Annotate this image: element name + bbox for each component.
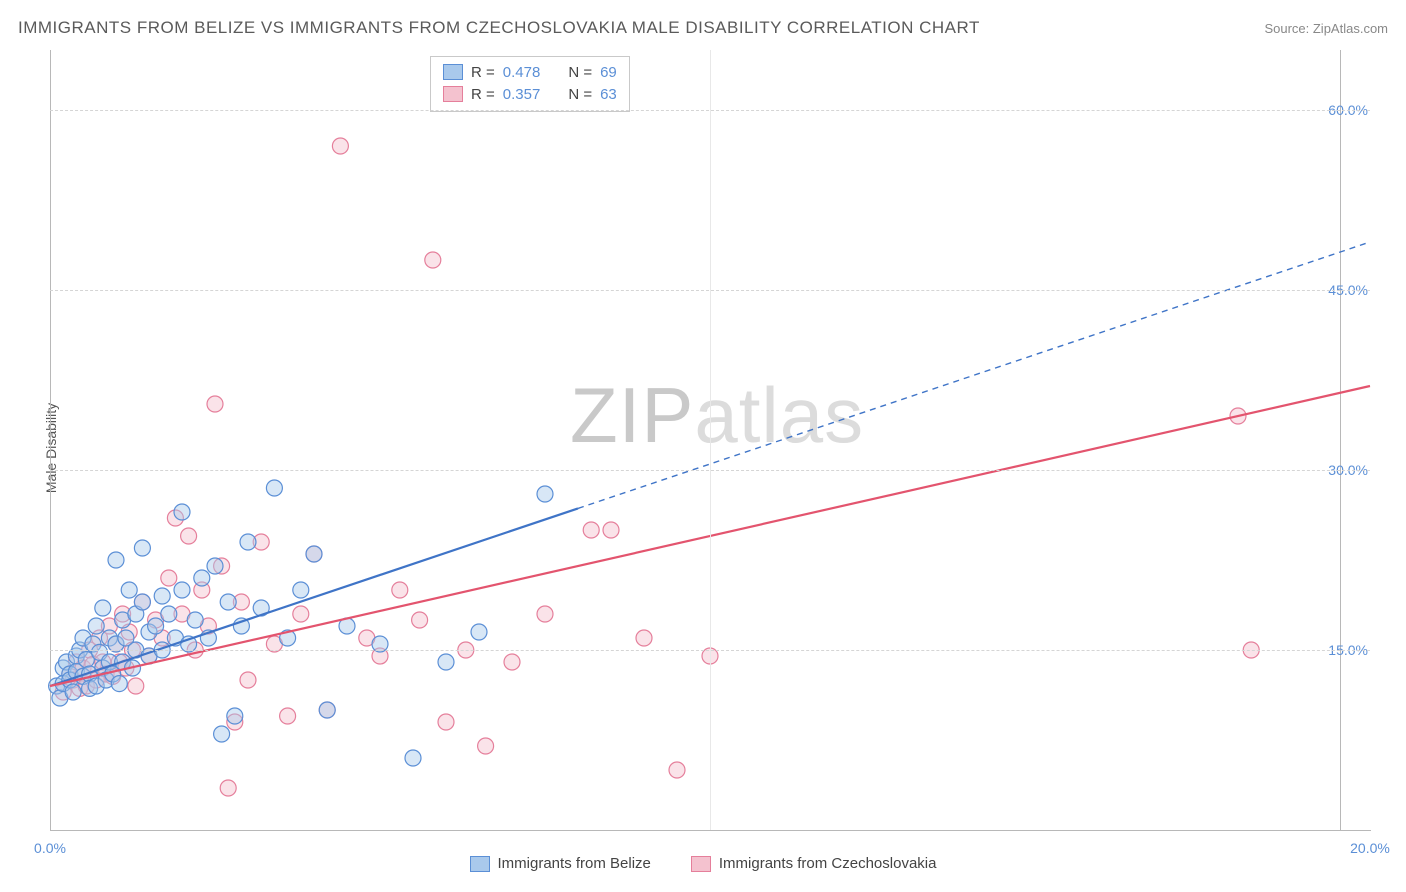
data-point-czech [537, 606, 553, 622]
n-value-belize: 69 [600, 64, 617, 81]
data-point-belize [220, 594, 236, 610]
data-point-belize [134, 540, 150, 556]
data-point-czech [669, 762, 685, 778]
data-point-belize [88, 618, 104, 634]
data-point-czech [332, 138, 348, 154]
x-tick-label: 20.0% [1350, 840, 1390, 856]
legend-label-belize: Immigrants from Belize [498, 855, 651, 872]
data-point-czech [636, 630, 652, 646]
data-point-czech [583, 522, 599, 538]
data-point-belize [438, 654, 454, 670]
x-tick-label: 0.0% [34, 840, 66, 856]
data-point-belize [111, 676, 127, 692]
legend-swatch-belize [443, 64, 463, 80]
data-point-belize [154, 588, 170, 604]
data-point-czech [392, 582, 408, 598]
source-label: Source: ZipAtlas.com [1264, 21, 1388, 36]
data-point-czech [207, 396, 223, 412]
data-point-belize [108, 552, 124, 568]
data-point-czech [438, 714, 454, 730]
r-value-belize: 0.478 [503, 64, 541, 81]
data-point-czech [293, 606, 309, 622]
data-point-czech [220, 780, 236, 796]
data-point-czech [181, 528, 197, 544]
data-point-belize [121, 582, 137, 598]
data-point-czech [478, 738, 494, 754]
data-point-belize [405, 750, 421, 766]
r-value-czech: 0.357 [503, 86, 541, 103]
data-point-belize [148, 618, 164, 634]
data-point-czech [128, 678, 144, 694]
data-point-belize [214, 726, 230, 742]
data-point-belize [207, 558, 223, 574]
trend-line-belize-extrap [578, 242, 1370, 508]
r-label: R = [471, 86, 495, 103]
series-legend: Immigrants from Belize Immigrants from C… [0, 855, 1406, 872]
legend-item-belize: Immigrants from Belize [470, 855, 651, 872]
data-point-belize [266, 480, 282, 496]
legend-row-belize: R = 0.478 N = 69 [443, 61, 617, 83]
data-point-czech [412, 612, 428, 628]
legend-swatch-belize [470, 856, 490, 872]
data-point-belize [161, 606, 177, 622]
data-point-belize [194, 570, 210, 586]
n-label: N = [568, 86, 592, 103]
data-point-belize [65, 684, 81, 700]
correlation-legend: R = 0.478 N = 69 R = 0.357 N = 63 [430, 56, 630, 112]
n-label: N = [568, 64, 592, 81]
data-point-belize [293, 582, 309, 598]
data-point-belize [227, 708, 243, 724]
r-label: R = [471, 64, 495, 81]
data-point-belize [134, 594, 150, 610]
data-point-belize [471, 624, 487, 640]
data-point-belize [95, 600, 111, 616]
chart-title: IMMIGRANTS FROM BELIZE VS IMMIGRANTS FRO… [18, 18, 980, 38]
data-point-czech [603, 522, 619, 538]
legend-label-czech: Immigrants from Czechoslovakia [719, 855, 937, 872]
data-point-czech [161, 570, 177, 586]
n-value-czech: 63 [600, 86, 617, 103]
data-point-belize [306, 546, 322, 562]
data-point-belize [319, 702, 335, 718]
legend-swatch-czech [691, 856, 711, 872]
data-point-belize [240, 534, 256, 550]
gridline-v [710, 50, 711, 830]
data-point-belize [187, 612, 203, 628]
data-point-czech [425, 252, 441, 268]
data-point-czech [280, 708, 296, 724]
legend-swatch-czech [443, 86, 463, 102]
data-point-czech [504, 654, 520, 670]
data-point-belize [174, 504, 190, 520]
data-point-belize [174, 582, 190, 598]
data-point-czech [240, 672, 256, 688]
legend-row-czech: R = 0.357 N = 63 [443, 83, 617, 105]
data-point-belize [537, 486, 553, 502]
legend-item-czech: Immigrants from Czechoslovakia [691, 855, 937, 872]
